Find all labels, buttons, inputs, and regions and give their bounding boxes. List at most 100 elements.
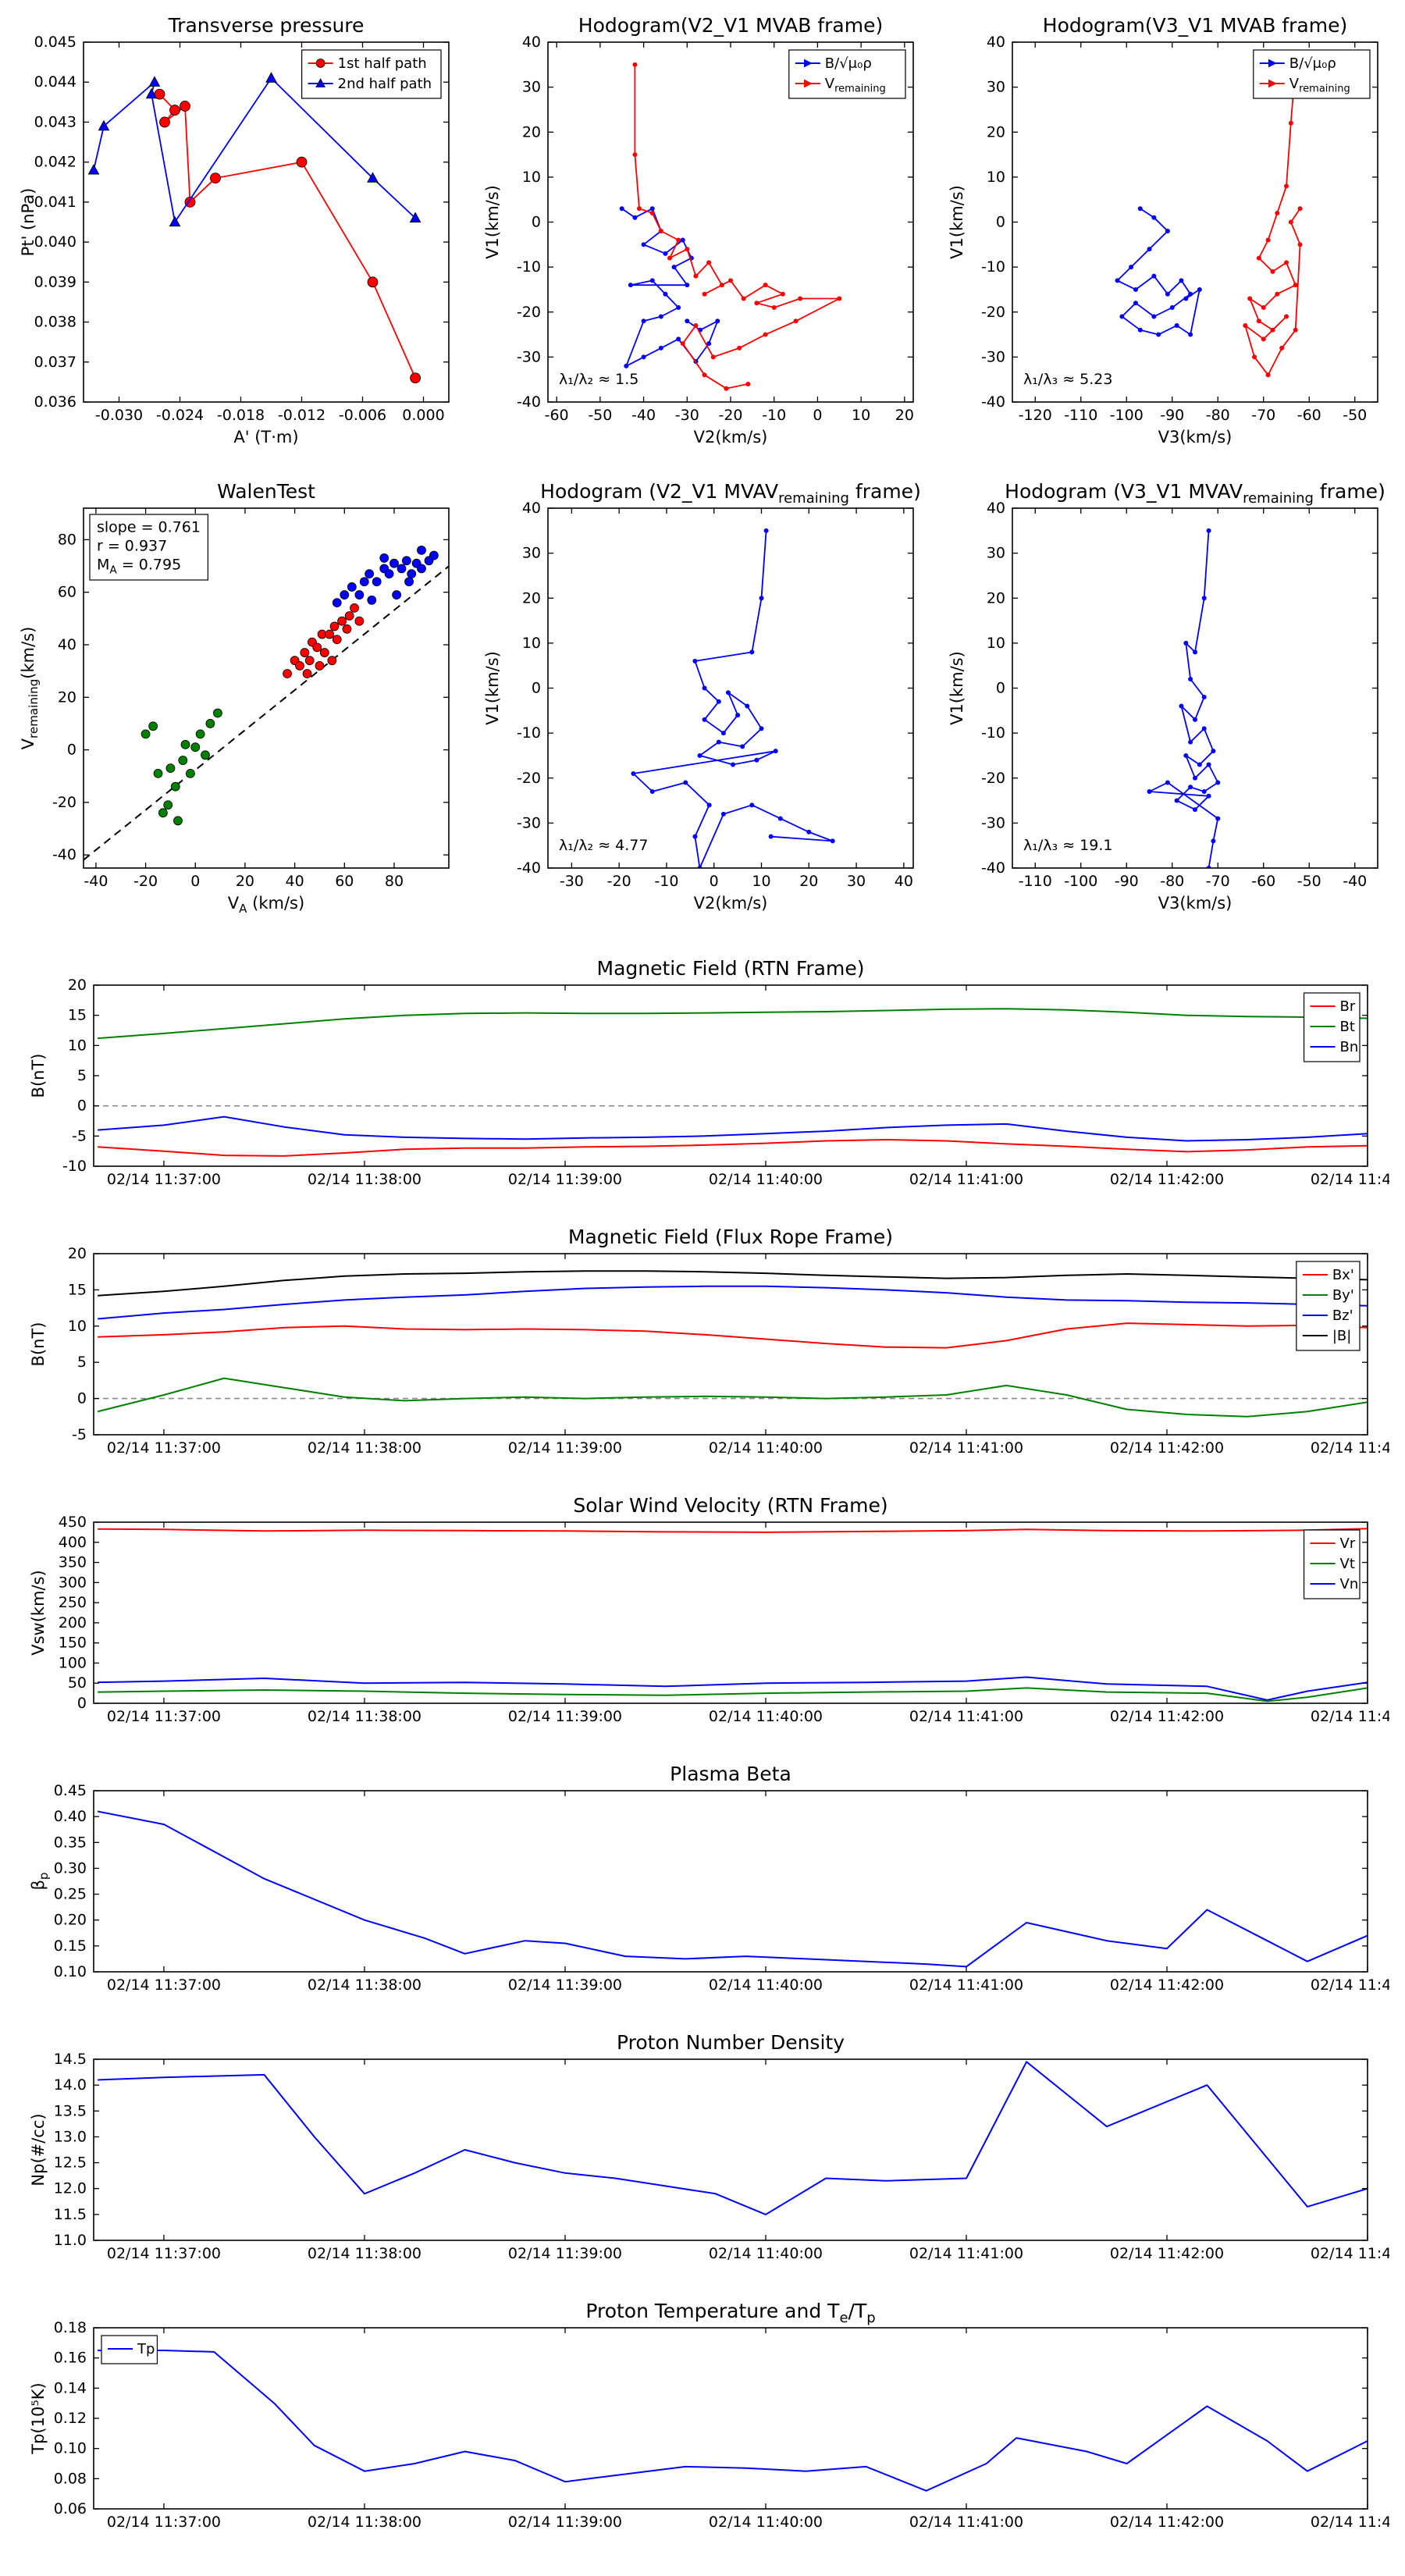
svg-text:-0.024: -0.024 bbox=[156, 407, 204, 424]
chart-hodogram-v2v1-mvav-remaining: -30 -20 -10 0 10 20 30 40-40-30-20-10010203040H… bbox=[476, 474, 929, 923]
svg-text:02/14 11:42:00: 02/14 11:42:00 bbox=[1110, 2514, 1224, 2531]
svg-text:Bz': Bz' bbox=[1332, 1308, 1353, 1324]
svg-text:0: 0 bbox=[190, 873, 200, 890]
svg-text:20: 20 bbox=[522, 589, 541, 607]
svg-text:Np(#/cc): Np(#/cc) bbox=[29, 2113, 48, 2186]
svg-text:0: 0 bbox=[710, 873, 719, 890]
svg-text:02/14 11:37:00: 02/14 11:37:00 bbox=[107, 2245, 221, 2262]
svg-text:-10: -10 bbox=[654, 873, 678, 890]
svg-text:0: 0 bbox=[67, 742, 76, 759]
svg-text:-10: -10 bbox=[981, 724, 1005, 742]
svg-text:20: 20 bbox=[236, 873, 254, 890]
svg-text:λ₁/λ₃ ≈ 19.1: λ₁/λ₃ ≈ 19.1 bbox=[1023, 837, 1112, 854]
svg-text:02/14 11:43:00: 02/14 11:43:00 bbox=[1311, 2514, 1389, 2531]
svg-text:02/14 11:43:00: 02/14 11:43:00 bbox=[1311, 1708, 1389, 1725]
svg-text:02/14 11:39:00: 02/14 11:39:00 bbox=[508, 1439, 622, 1457]
svg-text:0.14: 0.14 bbox=[54, 2379, 87, 2396]
svg-text:100: 100 bbox=[59, 1654, 87, 1671]
svg-text:Vsw(km/s): Vsw(km/s) bbox=[29, 1570, 48, 1656]
svg-text:Bx': Bx' bbox=[1332, 1267, 1354, 1283]
svg-text:20: 20 bbox=[68, 1245, 87, 1262]
svg-text:Proton Temperature and Te/Tp: Proton Temperature and Te/Tp bbox=[585, 2300, 875, 2326]
svg-text:200: 200 bbox=[59, 1614, 87, 1631]
svg-text:-120: -120 bbox=[1019, 407, 1052, 424]
svg-text:10: 10 bbox=[752, 873, 770, 890]
svg-text:300: 300 bbox=[59, 1574, 87, 1591]
svg-text:0: 0 bbox=[77, 1098, 87, 1115]
chart-proton-temperature: 02/14 11:37:00 02/14 11:38:00 02/14 11:39:… bbox=[16, 2297, 1389, 2554]
svg-text:Hodogram (V3_V1 MVAVremaining: Hodogram (V3_V1 MVAVremaining frame) bbox=[1005, 480, 1385, 507]
svg-text:-40: -40 bbox=[1343, 873, 1367, 890]
svg-text:400: 400 bbox=[59, 1534, 87, 1551]
svg-text:20: 20 bbox=[799, 873, 818, 890]
chart-magnetic-field-flux-rope: 02/14 11:37:00 02/14 11:38:00 02/14 11:39:… bbox=[16, 1222, 1389, 1480]
svg-text:0.042: 0.042 bbox=[34, 154, 76, 171]
svg-text:02/14 11:42:00: 02/14 11:42:00 bbox=[1110, 2245, 1224, 2262]
svg-text:80: 80 bbox=[58, 531, 76, 548]
chart-walen-test: -40 -20 0 20 40 60 80 -40 -20 0 20 40 60 80 WalenTest V… bbox=[12, 474, 464, 923]
svg-text:-100: -100 bbox=[1064, 873, 1097, 890]
svg-text:20: 20 bbox=[987, 589, 1005, 607]
svg-text:WalenTest: WalenTest bbox=[217, 480, 315, 503]
svg-text:-30: -30 bbox=[981, 348, 1005, 365]
svg-text:-20: -20 bbox=[52, 794, 76, 811]
svg-text:Hodogram(V3_V1 MVAB frame): Hodogram(V3_V1 MVAB frame) bbox=[1043, 14, 1347, 37]
svg-text:40: 40 bbox=[58, 636, 76, 653]
time-series-stack: 02/14 11:37:00 02/14 11:38:00 02/14 11:39:… bbox=[0, 954, 1405, 2554]
svg-text:11.0: 11.0 bbox=[54, 2232, 87, 2249]
chart-solar-wind-velocity: 02/14 11:37:00 02/14 11:38:00 02/14 11:39:… bbox=[16, 1491, 1389, 1749]
svg-text:Plasma Beta: Plasma Beta bbox=[670, 1763, 791, 1785]
svg-text:40: 40 bbox=[987, 500, 1005, 517]
svg-text:0.044: 0.044 bbox=[34, 73, 76, 91]
svg-text:0.041: 0.041 bbox=[34, 194, 76, 211]
svg-text:0.036: 0.036 bbox=[34, 393, 76, 411]
svg-text:-40: -40 bbox=[52, 846, 76, 863]
svg-text:Pt' (nPa): Pt' (nPa) bbox=[19, 188, 37, 257]
svg-text:40: 40 bbox=[522, 34, 541, 51]
svg-text:B/√μ₀ρ: B/√μ₀ρ bbox=[1289, 55, 1336, 72]
svg-text:02/14 11:40:00: 02/14 11:40:00 bbox=[709, 2514, 823, 2531]
svg-text:02/14 11:40:00: 02/14 11:40:00 bbox=[709, 1976, 823, 1994]
svg-text:A' (T·m): A' (T·m) bbox=[233, 428, 298, 447]
svg-text:02/14 11:39:00: 02/14 11:39:00 bbox=[508, 2514, 622, 2531]
svg-text:-40: -40 bbox=[517, 859, 541, 877]
svg-text:40: 40 bbox=[895, 873, 913, 890]
svg-text:-50: -50 bbox=[1297, 873, 1321, 890]
chart-magnetic-field-rtn: 02/14 11:37:00 02/14 11:38:00 02/14 11:39:… bbox=[16, 954, 1389, 1212]
svg-text:02/14 11:39:00: 02/14 11:39:00 bbox=[508, 1708, 622, 1725]
svg-text:0.10: 0.10 bbox=[54, 1963, 87, 1980]
svg-text:-20: -20 bbox=[607, 873, 631, 890]
svg-text:-30: -30 bbox=[981, 814, 1005, 831]
svg-text:10: 10 bbox=[852, 407, 870, 424]
svg-text:02/14 11:39:00: 02/14 11:39:00 bbox=[508, 1976, 622, 1994]
svg-text:MA = 0.795: MA = 0.795 bbox=[97, 557, 181, 577]
svg-text:0.16: 0.16 bbox=[54, 2350, 87, 2367]
svg-text:-50: -50 bbox=[588, 407, 612, 424]
svg-text:-70: -70 bbox=[1251, 407, 1275, 424]
svg-text:λ₁/λ₂ ≈ 1.5: λ₁/λ₂ ≈ 1.5 bbox=[559, 371, 638, 388]
svg-text:02/14 11:40:00: 02/14 11:40:00 bbox=[709, 1439, 823, 1457]
svg-text:0.10: 0.10 bbox=[54, 2440, 87, 2457]
svg-text:30: 30 bbox=[987, 79, 1005, 96]
svg-text:10: 10 bbox=[987, 635, 1005, 652]
svg-text:02/14 11:39:00: 02/14 11:39:00 bbox=[508, 2245, 622, 2262]
svg-text:-100: -100 bbox=[1110, 407, 1144, 424]
svg-text:0.037: 0.037 bbox=[34, 354, 76, 371]
svg-text:0.06: 0.06 bbox=[54, 2500, 87, 2517]
svg-text:60: 60 bbox=[58, 584, 76, 601]
svg-text:13.5: 13.5 bbox=[54, 2102, 87, 2119]
svg-text:0: 0 bbox=[813, 407, 822, 424]
svg-text:Br: Br bbox=[1340, 998, 1356, 1015]
svg-text:Vr: Vr bbox=[1340, 1535, 1356, 1552]
svg-text:02/14 11:41:00: 02/14 11:41:00 bbox=[909, 2245, 1023, 2262]
svg-text:λ₁/λ₂ ≈ 4.77: λ₁/λ₂ ≈ 4.77 bbox=[559, 837, 648, 854]
svg-text:14.5: 14.5 bbox=[54, 2051, 87, 2068]
svg-text:02/14 11:38:00: 02/14 11:38:00 bbox=[308, 1439, 422, 1457]
svg-text:-70: -70 bbox=[1206, 873, 1230, 890]
svg-text:0.08: 0.08 bbox=[54, 2470, 87, 2487]
svg-text:-30: -30 bbox=[675, 407, 699, 424]
svg-text:-0.018: -0.018 bbox=[217, 407, 265, 424]
svg-text:0: 0 bbox=[996, 680, 1005, 697]
svg-text:02/14 11:42:00: 02/14 11:42:00 bbox=[1110, 1439, 1224, 1457]
